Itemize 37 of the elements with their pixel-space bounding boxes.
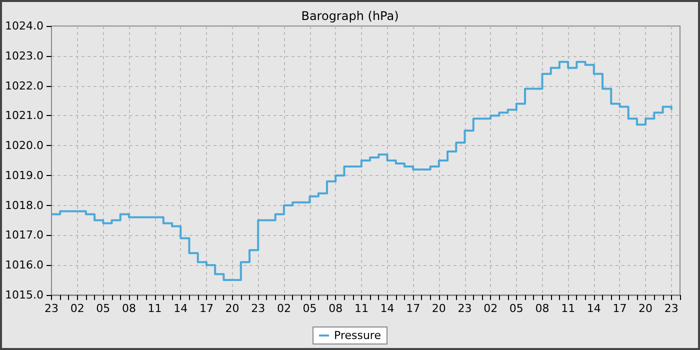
- x-tick-label: 08: [328, 302, 343, 315]
- x-tick-label: 02: [484, 302, 498, 315]
- x-tick-label: 14: [174, 302, 188, 315]
- legend-label: Pressure: [334, 329, 382, 342]
- x-tick-label: 05: [96, 302, 110, 315]
- x-tick-label: 02: [276, 302, 291, 315]
- y-tick-label: 1016.0: [4, 258, 44, 272]
- x-tick-label: 11: [148, 302, 162, 315]
- chart-title: Barograph (hPa): [301, 9, 399, 23]
- y-tick-label: 1017.0: [4, 228, 44, 242]
- x-tick-label: 14: [586, 302, 601, 315]
- x-tick-label: 05: [509, 302, 524, 315]
- x-tick-label: 11: [354, 302, 368, 315]
- x-tick-label: 05: [302, 302, 317, 315]
- x-tick-label: 23: [44, 302, 58, 315]
- x-tick-label: 23: [458, 302, 472, 315]
- x-tick-label: 17: [199, 302, 214, 315]
- x-tick-label: 14: [380, 302, 394, 315]
- y-tick-label: 1022.0: [4, 79, 44, 92]
- y-tick-label: 1015.0: [4, 288, 44, 302]
- x-tick-label: 23: [251, 302, 266, 315]
- x-tick-label: 17: [406, 302, 420, 315]
- x-tick-label: 02: [70, 302, 84, 315]
- y-tick-label: 1018.0: [4, 198, 44, 212]
- x-tick-label: 08: [122, 302, 136, 315]
- y-tick-label: 1024.0: [4, 20, 44, 32]
- y-tick-label: 1019.0: [4, 168, 44, 182]
- x-tick-label: 23: [664, 302, 678, 315]
- x-tick-label: 20: [432, 302, 446, 315]
- y-tick-label: 1021.0: [4, 109, 44, 122]
- y-tick-label: 1023.0: [4, 49, 44, 62]
- x-tick-label: 11: [561, 302, 576, 315]
- x-tick-label: 20: [225, 302, 240, 315]
- x-tick-label: 08: [535, 302, 550, 315]
- x-tick-label: 20: [638, 302, 653, 315]
- x-tick-label: 17: [612, 302, 627, 315]
- y-tick-label: 1020.0: [4, 139, 44, 152]
